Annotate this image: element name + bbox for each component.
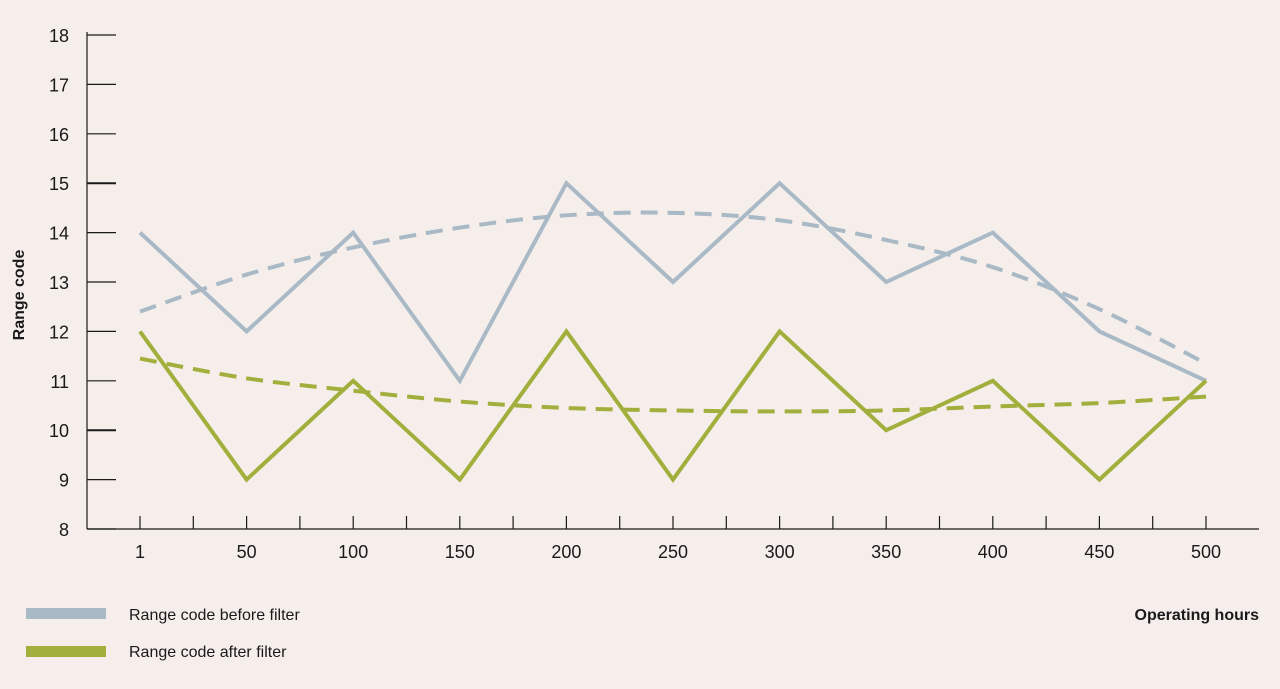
y-tick-label: 11 [50, 372, 69, 392]
x-tick-label: 400 [978, 542, 1008, 562]
x-tick-label: 200 [551, 542, 581, 562]
x-tick-label: 350 [871, 542, 901, 562]
y-axis-ticks: 8 9 10 11 12 13 14 15 16 17 18 [49, 26, 116, 540]
y-tick-label: 8 [59, 520, 69, 540]
x-tick-label: 150 [445, 542, 475, 562]
trend-line-1 [139, 356, 1207, 414]
y-tick-label: 9 [59, 471, 69, 491]
trend-line-0 [139, 210, 1207, 366]
trend-lines [139, 210, 1207, 414]
y-tick-label: 10 [49, 421, 69, 441]
y-tick-label: 15 [49, 174, 69, 194]
legend-label-before-filter: Range code before filter [129, 607, 300, 624]
y-tick-label: 12 [49, 322, 69, 342]
x-axis-ticks: 1 50 100 150 200 250 300 350 400 450 500 [135, 516, 1221, 562]
legend-swatch-after-filter [26, 646, 106, 657]
x-tick-label: 1 [135, 542, 145, 562]
y-tick-label: 14 [49, 224, 69, 244]
x-tick-label: 250 [658, 542, 688, 562]
y-tick-label: 13 [49, 273, 69, 293]
series-line-0 [138, 179, 1207, 385]
x-tick-label: 500 [1191, 542, 1221, 562]
series-line-1 [138, 327, 1208, 484]
legend: Range code before filter Range code afte… [26, 607, 300, 661]
y-tick-label: 18 [49, 26, 69, 46]
x-tick-label: 300 [765, 542, 795, 562]
x-tick-label: 50 [237, 542, 257, 562]
y-tick-label: 17 [49, 75, 69, 95]
x-tick-label: 450 [1084, 542, 1114, 562]
x-axis-title: Operating hours [1135, 607, 1260, 624]
y-axis-title: Range code [11, 250, 28, 341]
y-tick-label: 16 [49, 125, 69, 145]
series-lines [138, 179, 1208, 484]
legend-swatch-before-filter [26, 608, 106, 619]
legend-label-after-filter: Range code after filter [129, 644, 287, 661]
x-tick-label: 100 [338, 542, 368, 562]
